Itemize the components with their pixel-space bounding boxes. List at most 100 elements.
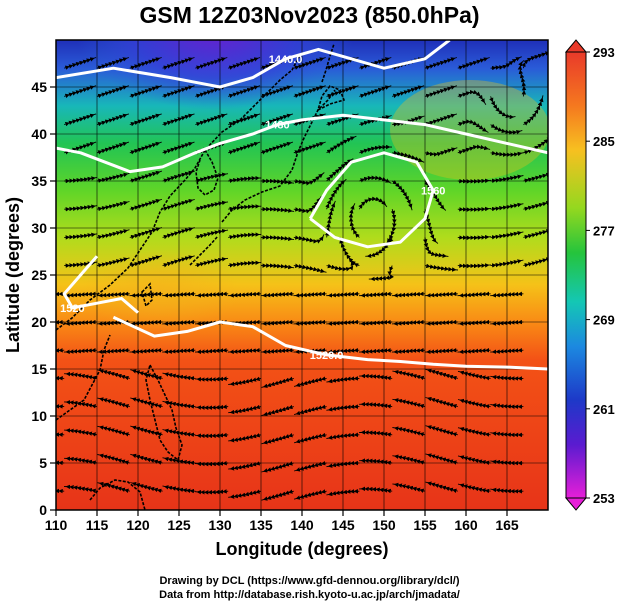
streamline [261,461,294,473]
streamline [490,487,524,494]
streamline [129,170,163,183]
coast-sakhalin [321,43,335,83]
streamline [392,482,426,493]
streamline [194,460,229,467]
y-tick-label: 0 [39,502,47,518]
streamline [457,426,491,437]
streamline [391,319,426,326]
streamline [162,291,196,298]
streamline [162,485,196,494]
streamline [228,113,261,127]
streamline [63,291,98,298]
streamline [293,432,327,444]
x-axis-ticks: 110 115 120 125 130 135 140 145 150 155 160 165 [45,510,519,533]
streamline [228,376,262,387]
streamline [195,228,229,240]
streamline [339,236,360,268]
streamline [130,481,163,494]
warm-patch-southchina [80,250,240,330]
streamline [425,396,458,409]
chart-title: GSM 12Z03Nov2023 (850.0hPa) [139,2,480,28]
streamline [422,237,449,258]
streamline [260,291,294,298]
streamline [227,348,262,355]
streamline [359,144,393,155]
streamline [64,232,98,240]
streamline [325,178,347,210]
streamline [425,481,458,493]
colorbar-top-arrow [564,39,588,53]
streamline [162,319,196,326]
streamline [359,57,392,70]
streamline [293,489,327,500]
streamline [359,175,392,184]
colorbar-label: 293 [593,45,615,60]
streamline [261,376,294,389]
streamline [293,404,327,416]
streamline [64,371,98,381]
streamline [392,150,425,163]
colorbar-bottom-arrow [564,497,588,511]
streamline [424,57,458,70]
streamline [64,484,98,494]
streamline [293,172,325,186]
colorbar-label: 261 [593,402,615,417]
streamline [195,57,228,70]
x-tick-label: 165 [495,517,519,533]
colorbar: 293 285 277 269 261 253 [564,39,615,511]
streamline [129,85,162,99]
y-tick-label: 35 [31,173,47,189]
streamline [162,141,195,155]
streamline [194,348,229,355]
streamline [368,265,395,282]
streamline [162,170,195,183]
streamline [96,257,130,268]
x-tick-label: 135 [249,517,273,533]
streamline [457,455,491,465]
y-axis-label: Latitude (degrees) [3,197,23,353]
coast-korea [195,149,219,196]
streamline [293,195,322,214]
streamline [293,234,325,244]
streamline [358,291,393,298]
height-contour [62,255,139,314]
y-tick-label: 30 [31,220,47,236]
streamline [63,348,98,355]
streamline [64,176,98,184]
streamline [523,95,544,126]
streamline [129,141,162,155]
streamline [457,348,491,355]
streamline [63,319,98,326]
streamline [228,57,261,70]
streamline [129,113,162,127]
streamline [424,263,459,272]
streamline [261,235,295,242]
streamline [96,141,130,155]
y-tick-label: 15 [31,361,47,377]
streamline [228,175,262,183]
streamline [293,461,327,472]
streamline [56,291,65,298]
contour-label: 1480 [265,120,289,132]
streamline [261,178,295,185]
streamline [490,374,524,381]
streamline [326,432,360,440]
streamline [195,257,229,268]
streamline [64,400,98,409]
streamline [261,404,294,417]
x-axis-label: Longitude (degrees) [215,539,388,559]
streamline [260,319,294,326]
coast-borneo [89,479,146,510]
streamline [64,113,97,127]
y-tick-label: 5 [39,455,47,471]
streamline [228,432,262,443]
streamline [96,85,130,99]
streamline [162,428,196,437]
coast-asia-mainland [56,54,301,331]
streamline [457,319,491,326]
streamline [56,404,65,410]
streamline [424,113,458,127]
streamline [228,489,262,499]
streamline [96,57,130,70]
streamline [129,198,163,211]
